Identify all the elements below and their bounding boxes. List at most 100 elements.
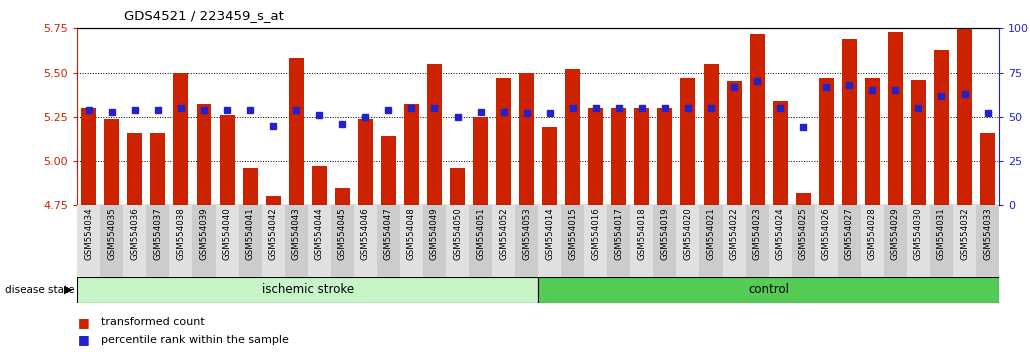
Bar — [681, 78, 695, 205]
Bar — [423, 205, 446, 278]
Bar — [634, 108, 649, 205]
Bar — [842, 39, 857, 205]
Bar — [612, 108, 626, 205]
Bar — [653, 205, 677, 278]
Text: GSM554049: GSM554049 — [430, 207, 439, 260]
Text: GSM554043: GSM554043 — [291, 207, 301, 260]
Bar — [427, 64, 442, 205]
Text: GSM554039: GSM554039 — [200, 207, 208, 260]
Bar — [677, 205, 699, 278]
Text: GSM554042: GSM554042 — [269, 207, 278, 260]
Bar — [865, 78, 880, 205]
Bar — [354, 205, 377, 278]
Text: GSM554024: GSM554024 — [776, 207, 785, 260]
Text: GSM554041: GSM554041 — [245, 207, 254, 260]
Text: disease state: disease state — [5, 285, 74, 295]
Text: GSM554015: GSM554015 — [569, 207, 577, 260]
Text: GSM554014: GSM554014 — [545, 207, 554, 260]
Bar — [312, 166, 327, 205]
Text: GSM554026: GSM554026 — [822, 207, 831, 260]
Bar — [930, 205, 953, 278]
Bar — [335, 188, 350, 205]
Bar — [542, 127, 557, 205]
Bar — [584, 205, 608, 278]
Text: GSM554048: GSM554048 — [407, 207, 416, 260]
Text: GSM554035: GSM554035 — [107, 207, 116, 260]
Text: GSM554034: GSM554034 — [84, 207, 94, 260]
Text: GSM554052: GSM554052 — [500, 207, 508, 260]
Bar — [750, 34, 764, 205]
Bar — [169, 205, 193, 278]
Bar — [538, 277, 999, 303]
Bar — [128, 133, 142, 205]
Bar — [538, 205, 561, 278]
Text: GSM554022: GSM554022 — [729, 207, 739, 260]
Text: GSM554046: GSM554046 — [360, 207, 370, 260]
Bar — [861, 205, 884, 278]
Bar — [657, 108, 673, 205]
Text: GSM554040: GSM554040 — [222, 207, 232, 260]
Text: transformed count: transformed count — [101, 317, 205, 327]
Bar — [197, 104, 211, 205]
Text: GSM554037: GSM554037 — [153, 207, 163, 260]
Bar — [173, 73, 188, 205]
Bar — [561, 205, 584, 278]
Text: GSM554053: GSM554053 — [522, 207, 531, 260]
Bar — [934, 50, 949, 205]
Bar — [837, 205, 861, 278]
Bar — [884, 205, 907, 278]
Bar — [473, 117, 488, 205]
Text: ischemic stroke: ischemic stroke — [262, 284, 353, 296]
Bar — [284, 205, 308, 278]
Text: control: control — [748, 284, 789, 296]
Bar — [239, 205, 262, 278]
Bar — [446, 205, 469, 278]
Bar — [492, 205, 515, 278]
Bar — [723, 205, 746, 278]
Bar — [450, 168, 465, 205]
Bar — [608, 205, 630, 278]
Bar — [377, 205, 400, 278]
Bar — [496, 78, 511, 205]
Bar — [768, 205, 792, 278]
Text: GSM554033: GSM554033 — [983, 207, 992, 260]
Text: GSM554051: GSM554051 — [476, 207, 485, 260]
Bar — [703, 64, 719, 205]
Text: GSM554017: GSM554017 — [614, 207, 623, 260]
Text: GDS4521 / 223459_s_at: GDS4521 / 223459_s_at — [124, 9, 283, 22]
Bar — [981, 133, 995, 205]
Text: GSM554023: GSM554023 — [753, 207, 761, 260]
Text: ■: ■ — [78, 333, 90, 346]
Bar — [746, 205, 768, 278]
Bar — [381, 136, 396, 205]
Text: GSM554019: GSM554019 — [660, 207, 670, 260]
Text: ■: ■ — [78, 316, 90, 329]
Bar — [772, 101, 788, 205]
Text: GSM554020: GSM554020 — [684, 207, 692, 260]
Bar — [953, 205, 976, 278]
Text: GSM554050: GSM554050 — [453, 207, 462, 260]
Text: GSM554038: GSM554038 — [176, 207, 185, 260]
Bar — [243, 168, 258, 205]
Bar — [308, 205, 331, 278]
Text: GSM554027: GSM554027 — [845, 207, 854, 260]
Text: GSM554029: GSM554029 — [891, 207, 900, 260]
Bar — [957, 28, 972, 205]
Text: GSM554045: GSM554045 — [338, 207, 347, 260]
Text: GSM554025: GSM554025 — [798, 207, 808, 260]
Bar — [815, 205, 837, 278]
Bar — [124, 205, 146, 278]
Bar — [796, 193, 811, 205]
Bar — [565, 69, 580, 205]
Bar — [976, 205, 999, 278]
Bar — [104, 119, 119, 205]
Bar — [357, 119, 373, 205]
Text: GSM554047: GSM554047 — [384, 207, 392, 260]
Bar — [519, 73, 535, 205]
Text: GSM554032: GSM554032 — [960, 207, 969, 260]
Text: GSM554036: GSM554036 — [131, 207, 139, 260]
Bar — [288, 58, 304, 205]
Bar — [792, 205, 815, 278]
Text: GSM554021: GSM554021 — [707, 207, 716, 260]
Bar — [726, 81, 742, 205]
